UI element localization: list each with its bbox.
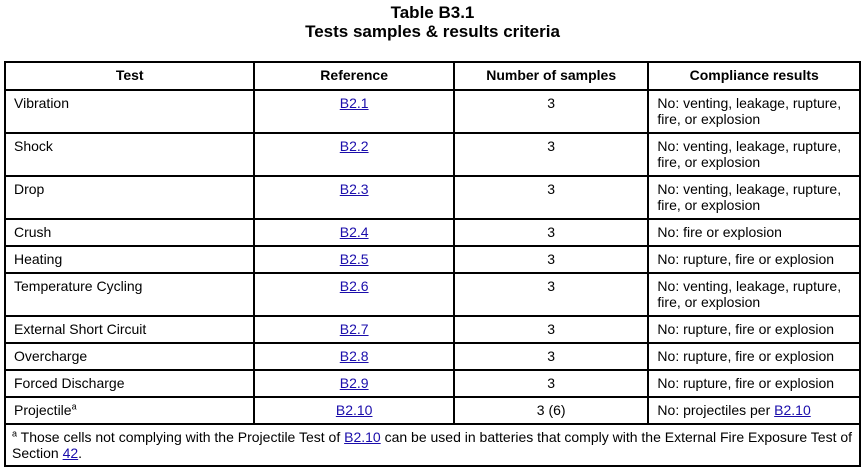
footnote-row: a Those cells not complying with the Pro… — [4, 423, 861, 467]
test-name: Overcharge — [3, 342, 256, 371]
reference-cell: B2.7 — [253, 315, 455, 344]
reference-link[interactable]: B2.4 — [339, 224, 369, 240]
table-row: Drop B2.3 3 No: venting, leakage, ruptur… — [3, 175, 861, 220]
reference-cell: B2.3 — [253, 175, 455, 220]
test-name: Vibration — [3, 89, 256, 134]
sample-count: 3 — [452, 272, 650, 317]
header-reference: Reference — [253, 61, 455, 91]
compliance-result: No: venting, leakage, rupture, fire, or … — [647, 175, 861, 220]
test-name-text: Projectile — [14, 402, 72, 418]
sample-count: 3 — [452, 369, 650, 398]
compliance-result: No: fire or explosion — [647, 218, 861, 247]
table-row: Temperature Cycling B2.6 3 No: venting, … — [3, 272, 861, 317]
reference-cell: B2.6 — [253, 272, 455, 317]
reference-link[interactable]: B2.7 — [339, 321, 369, 337]
reference-cell: B2.5 — [253, 245, 455, 274]
compliance-result: No: rupture, fire or explosion — [647, 315, 861, 344]
reference-link[interactable]: B2.9 — [339, 375, 369, 391]
table-row: Crush B2.4 3 No: fire or explosion — [3, 218, 861, 247]
test-name: Drop — [3, 175, 256, 220]
reference-link[interactable]: B2.5 — [339, 251, 369, 267]
sample-count: 3 — [452, 218, 650, 247]
test-criteria-table: Test Reference Number of samples Complia… — [3, 61, 861, 467]
reference-link[interactable]: B2.2 — [339, 138, 369, 154]
header-test: Test — [3, 61, 256, 91]
footnote-marker: a — [12, 428, 18, 439]
compliance-result: No: venting, leakage, rupture, fire, or … — [647, 272, 861, 317]
test-name: Projectilea — [3, 396, 256, 425]
table-row: Overcharge B2.8 3 No: rupture, fire or e… — [3, 342, 861, 371]
compliance-text: No: projectiles per — [657, 402, 775, 418]
header-compliance: Compliance results — [647, 61, 861, 91]
reference-cell: B2.1 — [253, 89, 455, 134]
test-name: Crush — [3, 218, 256, 247]
sample-count: 3 (6) — [452, 396, 650, 425]
reference-cell: B2.9 — [253, 369, 455, 398]
table-title: Tests samples & results criteria — [305, 22, 560, 41]
reference-cell: B2.4 — [253, 218, 455, 247]
compliance-result: No: rupture, fire or explosion — [647, 245, 861, 274]
compliance-result: No: rupture, fire or explosion — [647, 369, 861, 398]
table-row: Forced Discharge B2.9 3 No: rupture, fir… — [3, 369, 861, 398]
sample-count: 3 — [452, 132, 650, 177]
table-row: Shock B2.2 3 No: venting, leakage, ruptu… — [3, 132, 861, 177]
reference-cell: B2.2 — [253, 132, 455, 177]
footnote-link-section-42[interactable]: 42 — [62, 445, 79, 461]
compliance-result: No: projectiles per B2.10 — [647, 396, 861, 425]
reference-link[interactable]: B2.6 — [339, 278, 369, 294]
sample-count: 3 — [452, 342, 650, 371]
table-caption: Table B3.1 Tests samples & results crite… — [0, 0, 865, 41]
test-name: Heating — [3, 245, 256, 274]
compliance-result: No: venting, leakage, rupture, fire, or … — [647, 132, 861, 177]
test-name: Temperature Cycling — [3, 272, 256, 317]
reference-link[interactable]: B2.10 — [335, 402, 373, 418]
test-name: External Short Circuit — [3, 315, 256, 344]
compliance-result: No: rupture, fire or explosion — [647, 342, 861, 371]
reference-cell: B2.10 — [253, 396, 455, 425]
reference-link[interactable]: B2.3 — [339, 181, 369, 197]
table-row: Heating B2.5 3 No: rupture, fire or expl… — [3, 245, 861, 274]
table-number: Table B3.1 — [390, 3, 475, 22]
reference-link[interactable]: B2.10 — [774, 402, 811, 418]
footnote-text: . — [78, 445, 83, 461]
test-name: Shock — [3, 132, 256, 177]
test-name: Forced Discharge — [3, 369, 256, 398]
footnote-marker: a — [71, 401, 77, 412]
header-row: Test Reference Number of samples Complia… — [3, 61, 861, 91]
reference-cell: B2.8 — [253, 342, 455, 371]
footnote-link-b2-10[interactable]: B2.10 — [344, 429, 381, 445]
sample-count: 3 — [452, 175, 650, 220]
header-samples: Number of samples — [452, 61, 650, 91]
table-row: External Short Circuit B2.7 3 No: ruptur… — [3, 315, 861, 344]
table-row: Vibration B2.1 3 No: venting, leakage, r… — [3, 89, 861, 134]
reference-link[interactable]: B2.1 — [339, 95, 369, 111]
footnote: a Those cells not complying with the Pro… — [4, 423, 861, 467]
sample-count: 3 — [452, 245, 650, 274]
sample-count: 3 — [452, 315, 650, 344]
compliance-result: No: venting, leakage, rupture, fire, or … — [647, 89, 861, 134]
reference-link[interactable]: B2.8 — [339, 348, 369, 364]
sample-count: 3 — [452, 89, 650, 134]
table-row-projectile: Projectilea B2.10 3 (6) No: projectiles … — [3, 396, 861, 425]
footnote-text: Those cells not complying with the Proje… — [17, 429, 345, 445]
